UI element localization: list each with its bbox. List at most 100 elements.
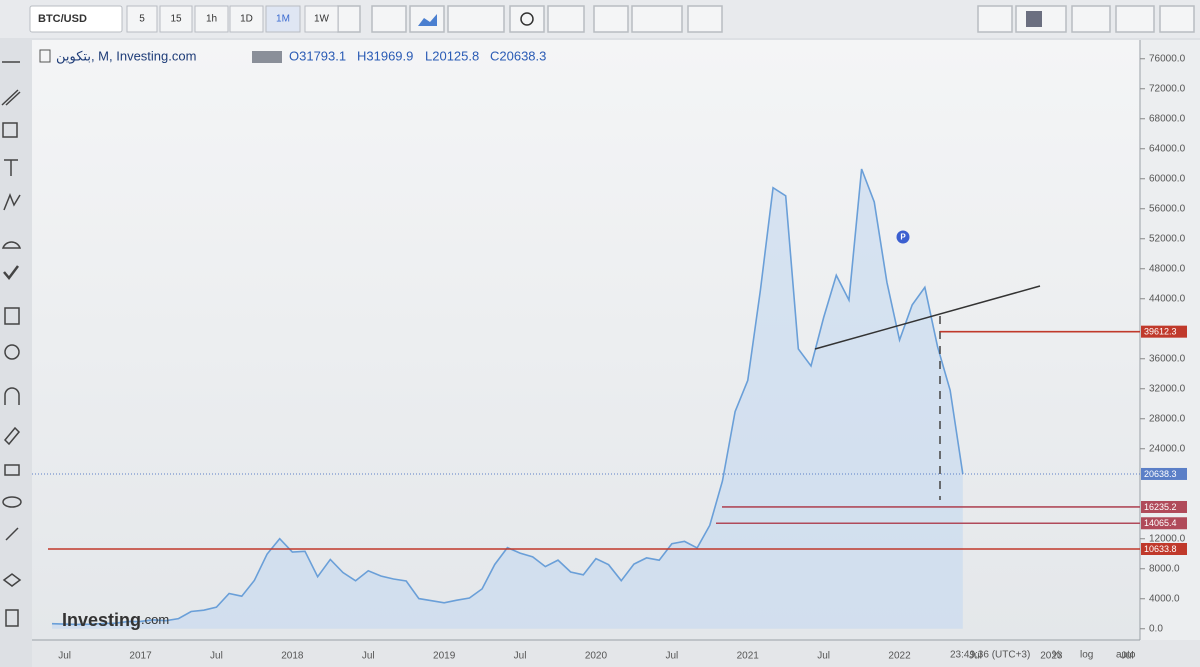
- price-label: 39612.3: [1144, 327, 1177, 337]
- interval-button[interactable]: [126, 5, 158, 33]
- x-tick-label: Jul: [817, 651, 830, 662]
- tool-lock[interactable]: [4, 464, 20, 476]
- cloud-load[interactable]: [1071, 5, 1111, 33]
- x-tick-label: Jul: [514, 651, 527, 662]
- undo-redo[interactable]: [631, 5, 683, 33]
- tool-pattern[interactable]: [3, 192, 21, 211]
- tool-candles[interactable]: [4, 307, 20, 325]
- watermark-brand: Investing: [62, 610, 141, 630]
- price-line: [51, 168, 964, 626]
- chart-area: [32, 40, 1140, 640]
- tool-shape[interactable]: [1, 241, 22, 249]
- price-label: 14065.4: [1144, 518, 1177, 528]
- y-tick-label: 48000.0: [1149, 263, 1186, 274]
- tool-check[interactable]: [3, 265, 19, 281]
- price-label-box: [1141, 517, 1187, 530]
- y-axis-panel: [1140, 40, 1200, 640]
- interval-label: 1W: [314, 14, 330, 25]
- interval-button[interactable]: [265, 5, 301, 33]
- toolbar-icons: [337, 5, 1195, 33]
- tool-zoom[interactable]: [4, 344, 20, 360]
- left-sidebar: [1, 61, 22, 627]
- watermark-suffix: .com: [141, 612, 169, 627]
- x-tick-label: 2019: [433, 651, 456, 662]
- y-tick-label: 0.0: [1149, 623, 1163, 634]
- fullscreen-button[interactable]: [1159, 5, 1195, 33]
- legend-high: H31969.9: [357, 48, 413, 63]
- y-tick-label: 56000.0: [1149, 203, 1186, 214]
- interval-label: 1D: [240, 14, 253, 25]
- price-label: 10633.8: [1144, 544, 1177, 554]
- interval-label: 1h: [206, 14, 217, 25]
- watermark: Investing.com: [62, 610, 169, 630]
- y-tick-label: 24000.0: [1149, 443, 1186, 454]
- x-tick-label: Jul: [1121, 651, 1134, 662]
- y-tick-label: 68000.0: [1149, 113, 1186, 124]
- x-tick-label: 2017: [129, 651, 152, 662]
- marker-p-letter: P: [900, 233, 906, 242]
- candles-button[interactable]: [371, 5, 407, 33]
- legend-collapse[interactable]: [39, 49, 51, 63]
- tool-magnet[interactable]: [4, 387, 20, 405]
- x-axis-panel: [32, 640, 1200, 667]
- percent-toggle[interactable]: %: [1052, 650, 1061, 661]
- snapshot-button[interactable]: [977, 5, 1013, 33]
- area-button[interactable]: [409, 5, 445, 33]
- interval-button[interactable]: [229, 5, 264, 33]
- interval-button[interactable]: [159, 5, 193, 33]
- x-tick-label: Jul: [58, 651, 71, 662]
- y-tick-label: 64000.0: [1149, 143, 1186, 154]
- auto-toggle[interactable]: auto: [1116, 650, 1136, 661]
- dropdown[interactable]: [337, 5, 361, 33]
- symbol: BTC/USD: [38, 13, 87, 25]
- color-swatch: [1026, 11, 1042, 27]
- tool-trash[interactable]: [5, 609, 19, 627]
- tool-link[interactable]: [5, 527, 19, 541]
- tool-layers[interactable]: [2, 573, 22, 587]
- interval-label: 15: [170, 14, 182, 25]
- tool-fib[interactable]: [1, 89, 21, 106]
- marker-p[interactable]: [896, 230, 910, 244]
- y-tick-label: 52000.0: [1149, 233, 1186, 244]
- x-tick-label: 2022: [888, 651, 911, 662]
- tool-rect[interactable]: [2, 122, 18, 138]
- price-label: 20638.3: [1144, 469, 1177, 479]
- x-tick-label: 2021: [737, 651, 760, 662]
- settings-button[interactable]: [509, 5, 545, 33]
- y-tick-label: 4000.0: [1149, 593, 1180, 604]
- studies-button[interactable]: [547, 5, 585, 33]
- legend-close: C20638.3: [490, 48, 546, 63]
- tool-eye[interactable]: [2, 496, 22, 508]
- interval-label: 1M: [276, 14, 290, 25]
- x-tick-label: 2018: [281, 651, 304, 662]
- x-tick-label: Jul: [362, 651, 375, 662]
- tool-text[interactable]: [4, 159, 18, 176]
- y-tick-label: 72000.0: [1149, 83, 1186, 94]
- y-tick-label: 8000.0: [1149, 563, 1180, 574]
- plot: [51, 168, 964, 629]
- log-toggle[interactable]: log: [1080, 650, 1093, 661]
- price-label-box: [1141, 467, 1187, 480]
- symbol-box[interactable]: [29, 5, 123, 33]
- y-tick-label: 32000.0: [1149, 383, 1186, 394]
- indicators-button[interactable]: [447, 5, 505, 33]
- clock: 23:49:36 (UTC+3): [950, 650, 1030, 661]
- cloud-save[interactable]: [1115, 5, 1155, 33]
- x-tick-label: 2023: [1040, 651, 1063, 662]
- x-tick-label: Jul: [969, 651, 982, 662]
- interval-button[interactable]: [304, 5, 339, 33]
- compare-button[interactable]: [593, 5, 629, 33]
- interval-button[interactable]: [194, 5, 229, 33]
- y-tick-label: 44000.0: [1149, 293, 1186, 304]
- area-icon: [418, 14, 437, 26]
- interval-label: 5: [139, 14, 145, 25]
- tool-pencil[interactable]: [3, 426, 21, 446]
- legend-name: بتكوين, M, Investing.com: [56, 48, 196, 64]
- y-tick-label: 28000.0: [1149, 413, 1186, 424]
- y-tick-label: 12000.0: [1149, 533, 1186, 544]
- trend-line: [814, 285, 1041, 350]
- alert-button[interactable]: [687, 5, 723, 33]
- legend-toggles[interactable]: [252, 51, 282, 63]
- legend-low: L20125.8: [425, 48, 479, 63]
